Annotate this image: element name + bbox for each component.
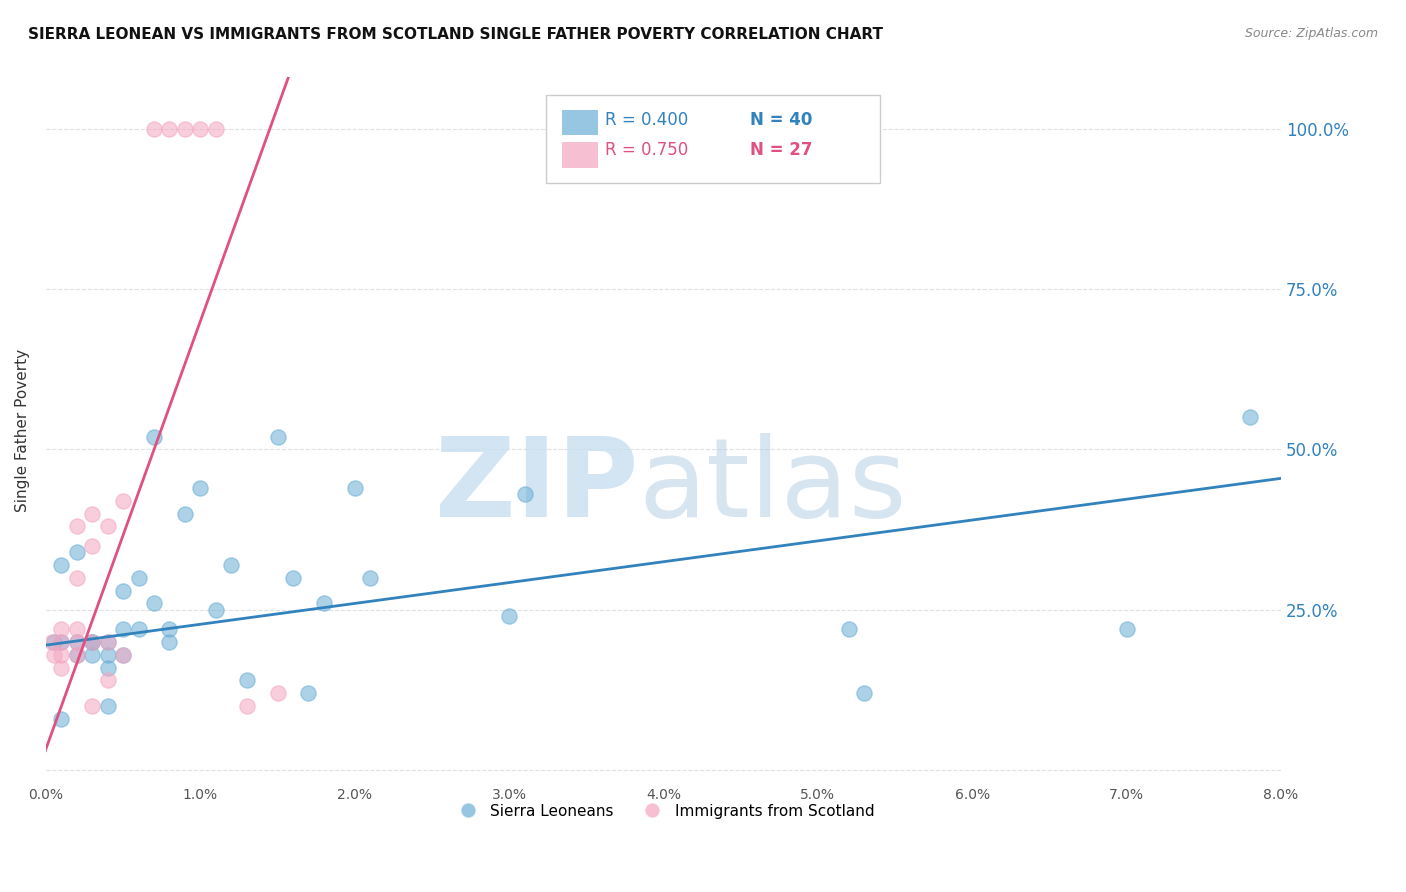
Text: ZIP: ZIP (436, 434, 638, 541)
Point (266, 430, 288, 444)
Point (159, 121, 181, 136)
Point (159, 622, 181, 636)
Point (82, 635, 104, 649)
Point (97, 660, 120, 674)
Point (42, 648, 65, 662)
FancyBboxPatch shape (562, 110, 598, 136)
Point (235, 673, 257, 688)
Point (312, 596, 335, 610)
Text: atlas: atlas (638, 434, 907, 541)
Point (188, 121, 211, 136)
Point (97, 635, 120, 649)
Point (359, 571, 381, 585)
Point (1239, 410, 1261, 425)
Point (66, 622, 89, 636)
Point (128, 571, 150, 585)
Point (498, 609, 520, 624)
Point (853, 686, 876, 700)
Point (51, 635, 73, 649)
Point (143, 121, 166, 136)
Point (112, 648, 135, 662)
Point (97, 699, 120, 714)
Point (128, 622, 150, 636)
Point (66, 571, 89, 585)
Text: N = 27: N = 27 (749, 141, 813, 159)
Point (219, 558, 242, 572)
Point (42, 635, 65, 649)
Point (204, 603, 226, 617)
Point (66, 545, 89, 559)
Point (97, 635, 120, 649)
FancyBboxPatch shape (546, 95, 880, 183)
Point (143, 430, 166, 444)
Point (112, 622, 135, 636)
Point (51, 635, 73, 649)
Legend: Sierra Leoneans, Immigrants from Scotland: Sierra Leoneans, Immigrants from Scotlan… (446, 797, 880, 825)
Point (66, 648, 89, 662)
Point (281, 571, 304, 585)
Point (51, 660, 73, 674)
Point (174, 507, 197, 521)
Point (82, 635, 104, 649)
Point (112, 493, 135, 508)
Point (174, 121, 197, 136)
Point (41, 635, 63, 649)
Point (66, 635, 89, 649)
Y-axis label: Single Father Poverty: Single Father Poverty (15, 349, 30, 512)
Point (188, 481, 211, 495)
Point (66, 519, 89, 533)
Text: Source: ZipAtlas.com: Source: ZipAtlas.com (1244, 27, 1378, 40)
Point (112, 648, 135, 662)
Point (51, 712, 73, 726)
Point (82, 648, 104, 662)
Point (82, 539, 104, 553)
Point (1115, 622, 1137, 636)
Point (204, 121, 226, 136)
Point (143, 596, 166, 610)
Point (97, 519, 120, 533)
Point (97, 648, 120, 662)
Point (112, 583, 135, 598)
Point (66, 648, 89, 662)
Point (343, 481, 366, 495)
Point (97, 673, 120, 688)
Point (297, 686, 319, 700)
Point (51, 622, 73, 636)
Text: R = 0.400: R = 0.400 (606, 112, 689, 129)
Point (66, 635, 89, 649)
FancyBboxPatch shape (562, 143, 598, 168)
Point (266, 686, 288, 700)
Text: R = 0.750: R = 0.750 (606, 141, 689, 159)
Text: N = 40: N = 40 (749, 112, 813, 129)
Point (82, 635, 104, 649)
Point (838, 622, 860, 636)
Point (82, 507, 104, 521)
Point (235, 699, 257, 714)
Point (51, 648, 73, 662)
Point (51, 558, 73, 572)
Point (159, 635, 181, 649)
Text: SIERRA LEONEAN VS IMMIGRANTS FROM SCOTLAND SINGLE FATHER POVERTY CORRELATION CHA: SIERRA LEONEAN VS IMMIGRANTS FROM SCOTLA… (28, 27, 883, 42)
Point (82, 699, 104, 714)
Point (513, 487, 536, 501)
